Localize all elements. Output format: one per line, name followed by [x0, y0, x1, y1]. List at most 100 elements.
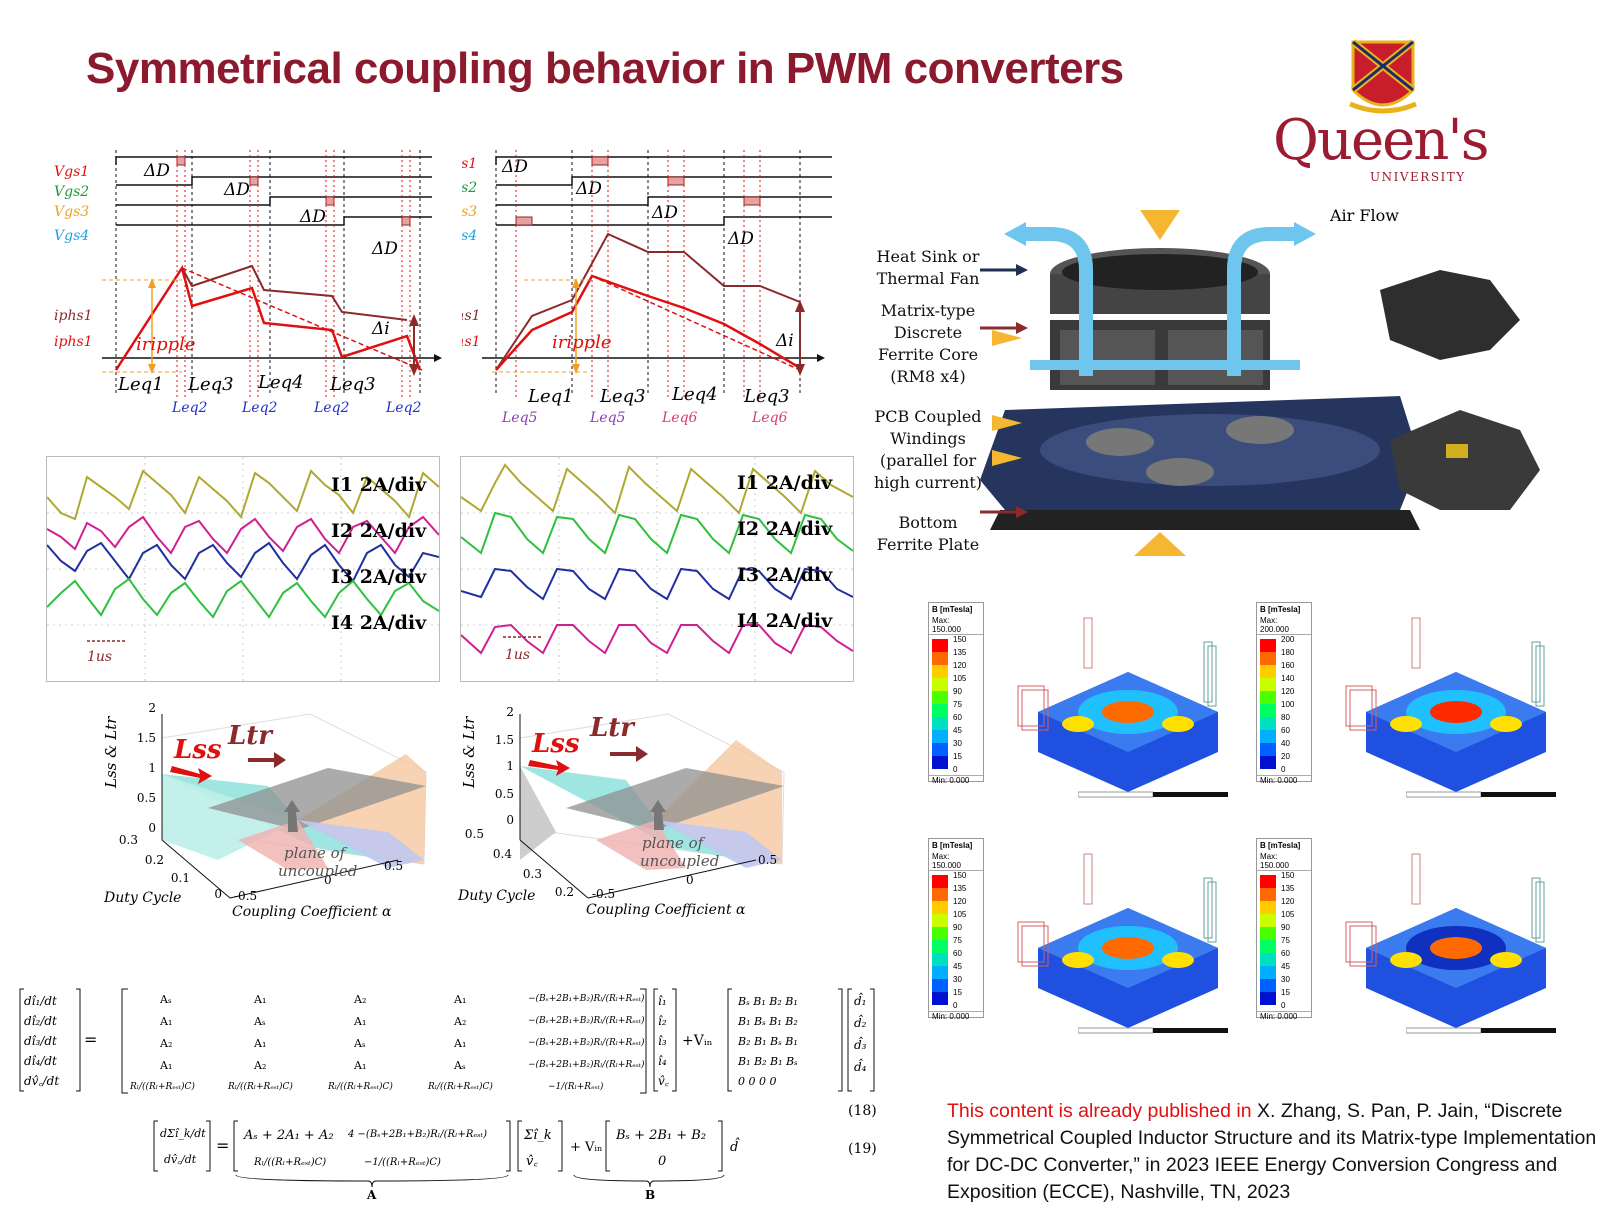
scope-trace-label: I2 2A/div: [331, 520, 427, 542]
label-line: Thermal Fan: [876, 269, 980, 288]
ripple-label: iripple: [552, 332, 612, 353]
leq-label: Leq1: [117, 374, 164, 395]
leq-label: Leq2: [385, 400, 422, 416]
svg-text:−1/((Rₗ+Rₑₛₜ)C): −1/((Rₗ+Rₑₛₜ)C): [364, 1157, 441, 1168]
leq-label: Leq1: [527, 386, 574, 407]
svg-text:=: =: [84, 1030, 97, 1049]
fem-scale-bar: [1406, 791, 1556, 798]
fem-tick: 120: [1281, 687, 1295, 696]
alpha-tick: -0.5: [592, 887, 615, 901]
svg-text:−(Bₛ+2B₁+B₂)Rₗ/(Rₗ+Rₑₛₜ): −(Bₛ+2B₁+B₂)Rₗ/(Rₗ+Rₑₛₜ): [528, 1059, 645, 1070]
duty-tick: 0.2: [555, 885, 574, 899]
fem-tick: 60: [1281, 949, 1290, 958]
current-label: iphs1: [462, 308, 481, 324]
fem-tick: 75: [953, 936, 962, 945]
scope-waveforms: 1us I1 2A/div I2 2A/div I3 2A/div I4 2A/…: [46, 457, 440, 681]
delta-d-label: ΔD: [727, 229, 754, 249]
svg-text:dî₁/dt: dî₁/dt: [24, 994, 57, 1008]
svg-text:−(Bₛ+2B₁+B₂)Rₗ/(Rₗ+Rₑₛₜ): −(Bₛ+2B₁+B₂)Rₗ/(Rₗ+Rₑₛₜ): [528, 993, 645, 1004]
inductor-structure: Air Flow Heat Sink or Thermal Fan Matrix…: [874, 206, 1600, 590]
label-line: Ferrite Plate: [876, 535, 980, 554]
svg-text:A₁: A₁: [353, 1015, 366, 1028]
ripple-label: iripple: [136, 334, 196, 355]
z-tick: 0.5: [137, 791, 156, 805]
leq-label: Leq5: [589, 410, 626, 426]
queens-logo: Queen's UNIVERSITY: [1273, 38, 1495, 188]
fem-tick: 120: [953, 897, 967, 906]
y-axis-label: Coupling Coefficient α: [586, 902, 746, 918]
delta-d-label: ΔD: [143, 161, 170, 181]
fem-tick: 15: [953, 988, 962, 997]
leq-label: Leq3: [599, 386, 646, 407]
svg-text:A₁: A₁: [159, 1059, 172, 1072]
x-axis-label: Duty Cycle: [103, 890, 181, 906]
fem-legend: B [mTesla] Max: 150.000 150 135 120 105 90 75 60…: [928, 838, 984, 1021]
matrix-b-label: B: [645, 1188, 655, 1202]
fem-tick: 180: [1281, 648, 1295, 657]
vgs4-label: Vgs4: [54, 228, 89, 244]
citation-text: X. Zhang, S. Pan, P. Jain, “Discrete Sym…: [947, 1100, 1597, 1203]
svg-text:Aₛ + 2A₁ + A₂: Aₛ + 2A₁ + A₂: [243, 1128, 334, 1143]
leq-label: Leq3: [329, 374, 376, 395]
leq-label: Leq2: [171, 400, 208, 416]
fem-tick: 160: [1281, 661, 1295, 670]
current-label: iphs1: [54, 308, 93, 324]
fem-max: Max: 200.000: [1257, 616, 1311, 635]
delta-d-label: ΔD: [501, 157, 528, 177]
fem-colorbar: 150 135 120 105 90 75 60 45 30 15 0: [1257, 871, 1311, 1011]
fem-title: B [mTesla]: [932, 841, 973, 850]
fem-tick: 150: [953, 635, 967, 644]
svg-text:B₁ Bₛ B₁ B₂: B₁ Bₛ B₁ B₂: [737, 1015, 798, 1028]
fem-tick: 30: [953, 975, 962, 984]
fem-max: Max: 150.000: [929, 616, 983, 635]
fem-tick: 60: [1281, 726, 1290, 735]
air-flow-label: Air Flow: [1330, 206, 1399, 225]
current-label: iphs1: [54, 334, 93, 350]
svg-text:+Vᵢₙ: +Vᵢₙ: [682, 1033, 713, 1049]
svg-text:A₂: A₂: [453, 1015, 466, 1028]
delta-d-label: ΔD: [651, 203, 678, 223]
svg-text:=: =: [216, 1136, 229, 1155]
vgs2-label: Vgs2: [54, 184, 89, 200]
svg-text:A₁: A₁: [353, 1059, 366, 1072]
z-tick: 2: [506, 705, 514, 719]
scope-waveforms: 1us I1 2A/div I2 2A/div I3 2A/div I4 2A/…: [460, 457, 854, 681]
plane-label: plane of: [642, 834, 706, 852]
svg-text:î₁: î₁: [658, 994, 667, 1008]
oscilloscope-right: 1us I1 2A/div I2 2A/div I3 2A/div I4 2A/…: [460, 456, 854, 682]
label-line: high current): [873, 473, 983, 492]
vgs1-label: Vgs1: [54, 164, 89, 180]
delta-d-label: ΔD: [223, 180, 250, 200]
alpha-tick: 0.5: [384, 859, 403, 873]
leq-label: Leq3: [187, 374, 234, 395]
z-tick: 1: [148, 761, 156, 775]
scope-trace-label: I1 2A/div: [737, 472, 833, 494]
fem-tick: 105: [1281, 910, 1295, 919]
svg-text:A₁: A₁: [253, 993, 266, 1006]
vgs1-label: Vgs1: [462, 156, 477, 172]
svg-text:Rₗ/((Rₗ+Rₑₛₜ)C): Rₗ/((Rₗ+Rₑₛₜ)C): [253, 1157, 326, 1168]
scope-trace-label: I1 2A/div: [331, 474, 427, 496]
svg-text:Aₛ: Aₛ: [353, 1037, 366, 1050]
fem-tick: 200: [1281, 635, 1295, 644]
fem-min: Min: 0.000: [929, 1011, 983, 1021]
fem-max: Max: 150.000: [1257, 852, 1311, 871]
fem-tick: 90: [953, 923, 962, 932]
delta-i-label: Δi: [775, 331, 794, 351]
fem-tick: 45: [953, 726, 962, 735]
leq-label: Leq6: [751, 410, 788, 426]
plane-label: uncoupled: [640, 852, 719, 870]
svg-text:dî₃/dt: dî₃/dt: [24, 1034, 57, 1048]
fem-tick: 30: [953, 739, 962, 748]
svg-text:v̂꜀: v̂꜀: [658, 1074, 670, 1088]
leq-label: Leq2: [313, 400, 350, 416]
duty-tick: 0: [214, 887, 222, 901]
fem-tick: 100: [1281, 700, 1295, 709]
svg-text:d̂₂: d̂₂: [854, 1013, 867, 1030]
ltr-label: Ltr: [227, 721, 274, 751]
fem-tick: 40: [1281, 739, 1290, 748]
plane-label: plane of: [284, 844, 348, 862]
fem-tick: 45: [953, 962, 962, 971]
svg-text:A₁: A₁: [453, 993, 466, 1006]
crest-icon: [1349, 39, 1417, 114]
